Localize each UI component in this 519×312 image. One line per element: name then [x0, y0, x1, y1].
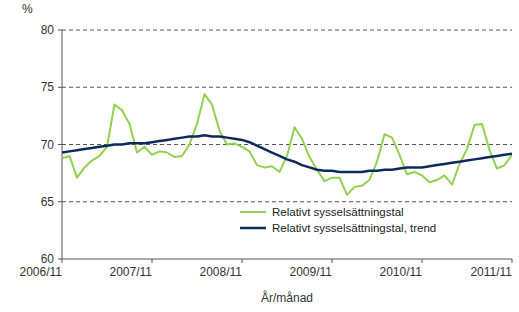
x-tick-label: 2009/11	[290, 265, 333, 279]
x-tick-label: 2011/11	[470, 265, 512, 279]
x-tick-label: 2006/11	[20, 265, 63, 279]
y-tick-label: 70	[41, 138, 55, 152]
series-line	[62, 135, 512, 172]
y-tick	[58, 259, 62, 260]
chart: 60 65 70 75 80 2006/11 2007/11 2008/11 2009/11 20…	[0, 0, 519, 312]
y-tick	[58, 30, 62, 31]
plot-lines	[62, 94, 512, 195]
legend-swatch	[240, 211, 266, 213]
legend-label: Relativt sysselsättningstal, trend	[272, 222, 436, 234]
y-tick	[58, 201, 62, 202]
x-axis	[62, 259, 512, 260]
series-line	[62, 94, 512, 195]
x-axis-label: År/månad	[261, 290, 313, 305]
y-tick-label: 75	[41, 80, 55, 94]
x-tick-label: 2008/11	[200, 265, 243, 279]
y-tick-label: 65	[41, 195, 55, 209]
y-tick-label: 80	[41, 23, 55, 37]
x-tick-label: 2010/11	[380, 265, 423, 279]
x-tick	[242, 259, 243, 263]
legend-label: Relativt sysselsättningstal	[272, 206, 404, 218]
y-tick	[58, 144, 62, 145]
y-axis	[62, 30, 63, 259]
x-tick	[512, 259, 513, 263]
grid-line	[62, 30, 512, 31]
grid-line	[62, 87, 512, 88]
x-tick	[62, 259, 63, 263]
grid-line	[62, 201, 512, 202]
x-tick	[152, 259, 153, 263]
y-axis-label: %	[22, 2, 33, 16]
legend-swatch	[240, 227, 266, 230]
x-tick-label: 2007/11	[110, 265, 153, 279]
x-tick	[422, 259, 423, 263]
x-tick	[332, 259, 333, 263]
y-tick-label: 60	[41, 252, 55, 266]
y-tick	[58, 87, 62, 88]
